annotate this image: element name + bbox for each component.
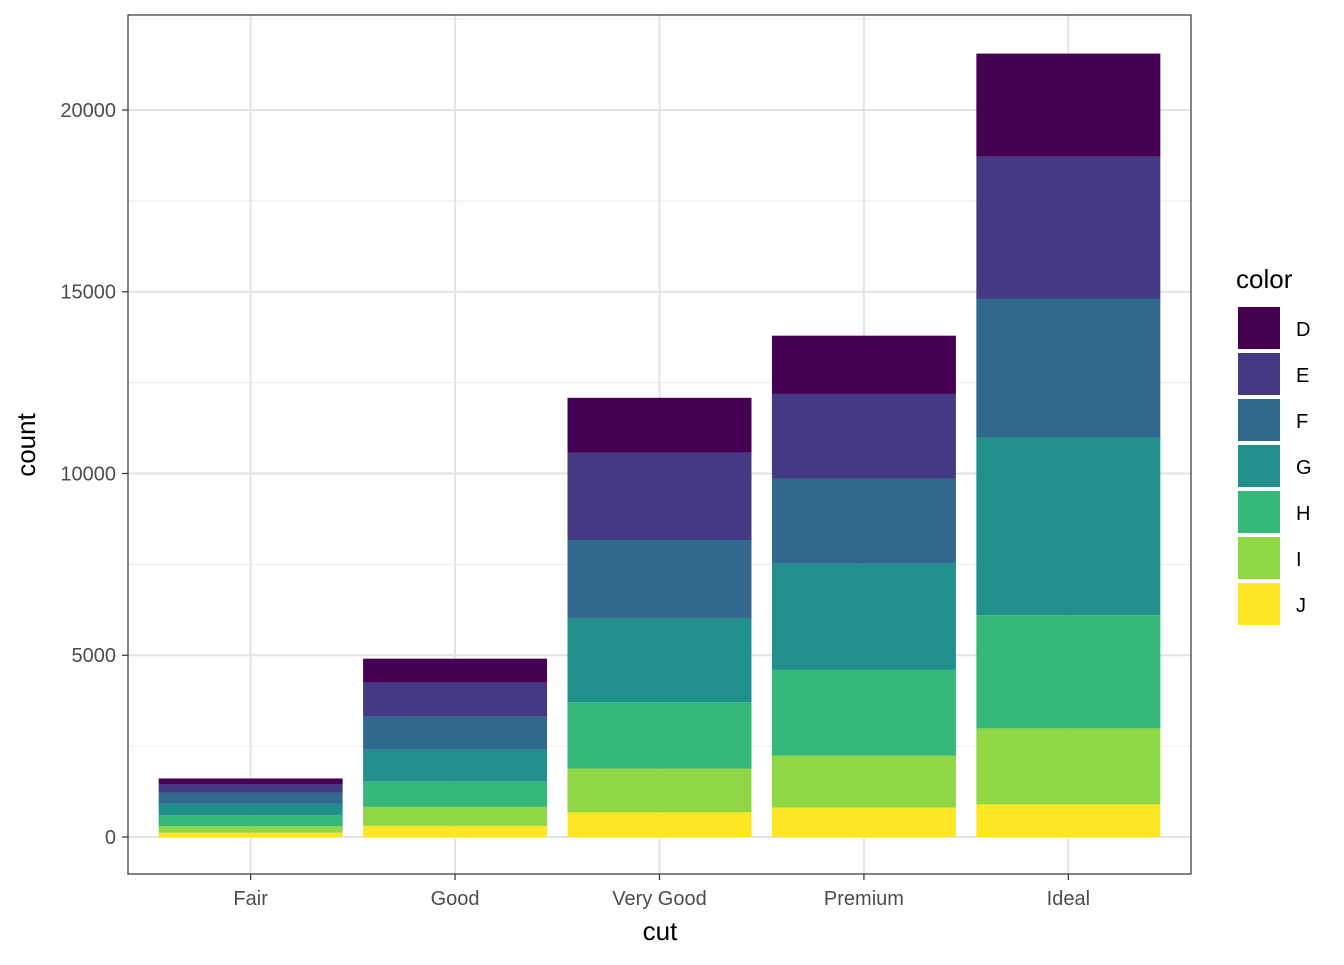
legend-key-G xyxy=(1238,445,1280,487)
bar-very-good-F xyxy=(567,540,752,619)
x-axis: Fair Good Very Good Premium Ideal xyxy=(233,874,1090,910)
bar-good-F xyxy=(363,716,548,750)
bar-very-good-G xyxy=(567,618,752,703)
bar-very-good-E xyxy=(567,452,752,541)
bar-very-good-H xyxy=(567,702,752,769)
x-tick-label: Ideal xyxy=(1047,888,1090,910)
legend-key-I xyxy=(1238,537,1280,579)
bar-ideal-I xyxy=(976,728,1161,805)
legend-key-F xyxy=(1238,399,1280,441)
legend-key-D xyxy=(1238,307,1280,349)
bar-good-I xyxy=(363,806,548,826)
y-axis-title: count xyxy=(11,412,41,476)
y-tick-label: 5000 xyxy=(72,645,117,667)
y-tick-label: 10000 xyxy=(60,463,116,485)
bar-fair-I xyxy=(158,826,343,833)
bar-ideal-H xyxy=(976,615,1161,729)
bar-premium-F xyxy=(771,478,956,564)
legend-label: E xyxy=(1296,365,1309,387)
bar-premium-J xyxy=(771,807,956,837)
bar-premium-I xyxy=(771,755,956,808)
bar-ideal-D xyxy=(976,53,1161,157)
y-tick-label: 0 xyxy=(105,827,116,849)
bar-good-E xyxy=(363,682,548,717)
legend-label: I xyxy=(1296,549,1302,571)
bar-very-good-J xyxy=(567,812,752,837)
bar-fair-D xyxy=(158,778,343,785)
legend-label: F xyxy=(1296,411,1308,433)
legend-label: H xyxy=(1296,503,1310,525)
bar-good-D xyxy=(363,658,548,683)
legend-key-H xyxy=(1238,491,1280,533)
legend-key-E xyxy=(1238,353,1280,395)
legend-label: D xyxy=(1296,319,1310,341)
x-tick-label: Good xyxy=(431,888,480,910)
bar-ideal-J xyxy=(976,804,1161,837)
legend-label: G xyxy=(1296,457,1312,479)
y-axis: 0 5000 10000 15000 20000 xyxy=(60,100,128,849)
bar-good-J xyxy=(363,825,548,837)
legend-key-J xyxy=(1238,583,1280,625)
x-tick-label: Fair xyxy=(233,888,268,910)
bar-good-G xyxy=(363,749,548,782)
y-tick-label: 20000 xyxy=(60,100,116,122)
bar-very-good-D xyxy=(567,397,752,453)
bar-fair-G xyxy=(158,803,343,816)
bar-fair-H xyxy=(158,815,343,827)
bar-good-H xyxy=(363,781,548,807)
bar-premium-G xyxy=(771,563,956,670)
bar-fair-E xyxy=(158,784,343,793)
x-tick-label: Premium xyxy=(824,888,904,910)
legend: color D E F G H I J xyxy=(1236,264,1312,625)
bar-premium-E xyxy=(771,393,956,479)
legend-label: J xyxy=(1296,595,1306,617)
legend-title: color xyxy=(1236,264,1293,294)
bar-premium-H xyxy=(771,669,956,756)
x-tick-label: Very Good xyxy=(612,888,707,910)
y-tick-label: 15000 xyxy=(60,282,116,304)
bar-ideal-E xyxy=(976,156,1161,299)
bar-fair-F xyxy=(158,792,343,804)
bar-fair-J xyxy=(158,832,343,837)
bar-ideal-F xyxy=(976,298,1161,438)
bars xyxy=(158,53,1161,837)
bar-premium-D xyxy=(771,335,956,394)
bar-very-good-I xyxy=(567,768,752,813)
bar-ideal-G xyxy=(976,437,1161,616)
x-axis-title: cut xyxy=(643,916,678,946)
